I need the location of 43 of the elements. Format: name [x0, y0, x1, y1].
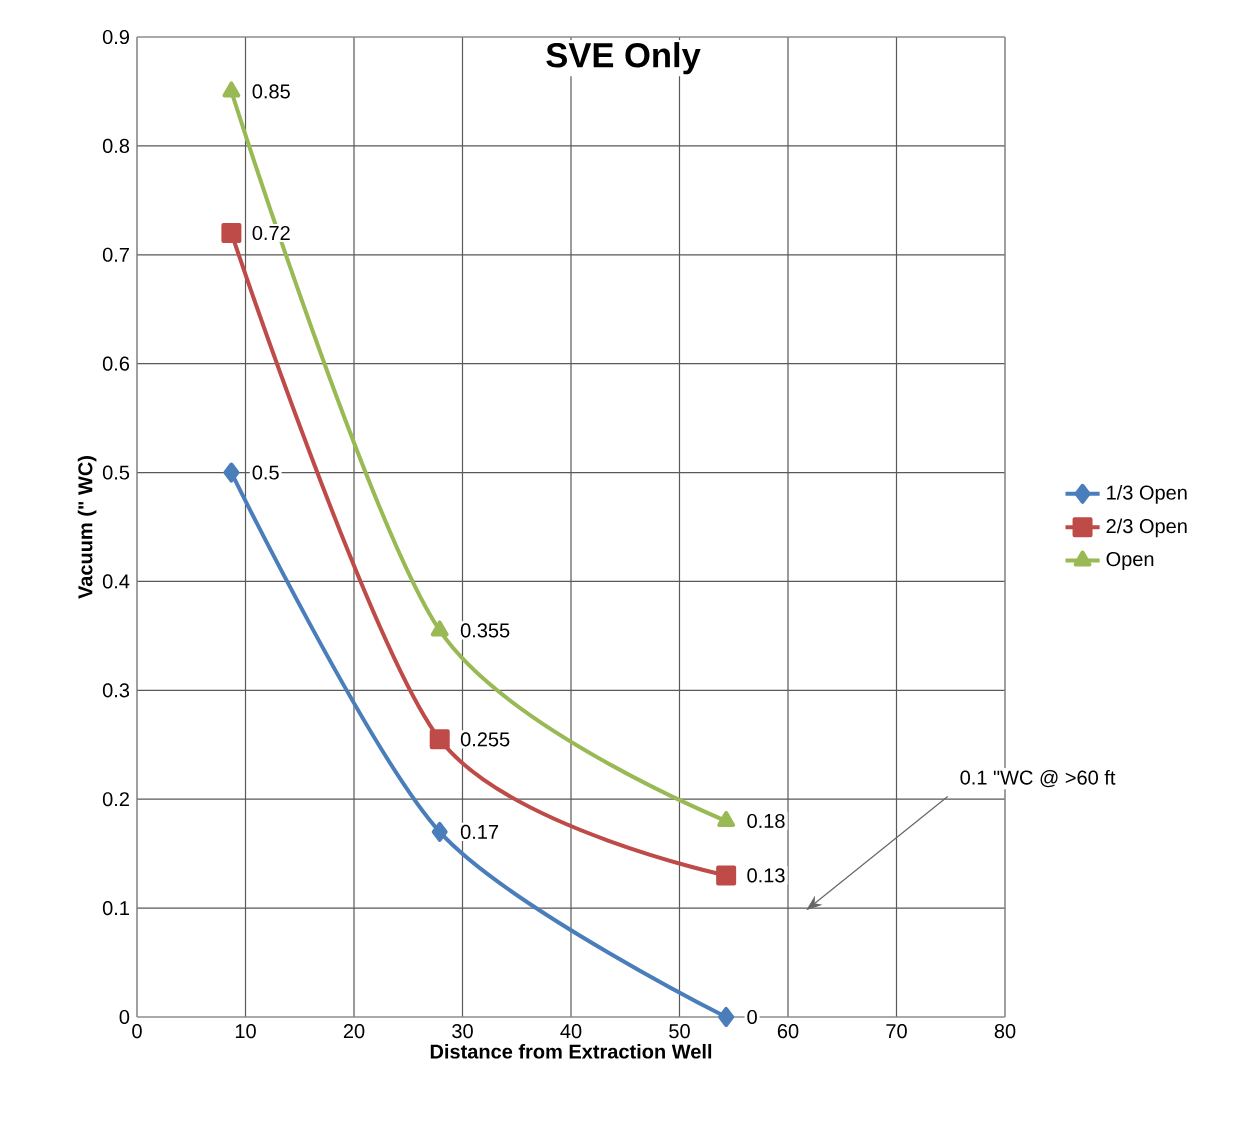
point	[221, 223, 242, 243]
data-label: 0.255	[460, 732, 510, 747]
y-tick-label: 0.3	[102, 683, 130, 698]
data-label: 0.72	[252, 225, 290, 241]
data-label: 0	[747, 1009, 757, 1025]
x-tick-label: 10	[235, 1024, 256, 1039]
annotation: 0.1 "WC @ >60 ft	[960, 769, 1116, 788]
legend-label: 1/3 Open	[1107, 485, 1187, 504]
point	[430, 620, 449, 637]
x-tick-label: 30	[452, 1024, 473, 1039]
data-label: 0.355	[460, 623, 510, 638]
x-tick-label: 70	[886, 1024, 907, 1039]
y-tick-label: 0	[119, 1009, 130, 1025]
data-label: 0.85	[252, 84, 290, 99]
y-tick-label: 0.5	[102, 465, 130, 480]
point	[223, 462, 240, 483]
legend-label: Open	[1106, 552, 1154, 571]
data-label: 0.18	[747, 813, 785, 829]
data-label: 0.17	[460, 824, 499, 839]
point	[222, 81, 241, 98]
x-axis-title: Distance from Extraction Well	[430, 1043, 712, 1059]
x-tick-label: 50	[669, 1024, 690, 1039]
data-label: 0.13	[747, 868, 785, 883]
point	[718, 1006, 735, 1027]
point	[429, 729, 450, 750]
point	[431, 821, 448, 842]
x-tick-label: 0	[132, 1024, 142, 1039]
legend-label: 2/3 Open	[1106, 518, 1187, 538]
chart-title: SVE Only	[546, 42, 701, 75]
y-tick-label: 0.1	[102, 901, 129, 916]
y-tick-label: 0.6	[102, 356, 130, 371]
y-axis-title: Vacuum (" WC)	[77, 456, 97, 599]
y-tick-label: 0.8	[102, 138, 130, 153]
y-tick-label: 0.7	[102, 247, 129, 262]
x-tick-label: 60	[777, 1024, 799, 1039]
y-tick-label: 0.2	[102, 792, 129, 807]
y-tick-label: 0.9	[102, 29, 130, 45]
x-tick-label: 80	[994, 1024, 1016, 1039]
data-label: 0.5	[252, 465, 279, 480]
point	[716, 865, 737, 886]
y-tick-label: 0.4	[102, 574, 130, 589]
x-tick-label: 40	[560, 1024, 582, 1039]
x-tick-label: 20	[343, 1024, 365, 1039]
